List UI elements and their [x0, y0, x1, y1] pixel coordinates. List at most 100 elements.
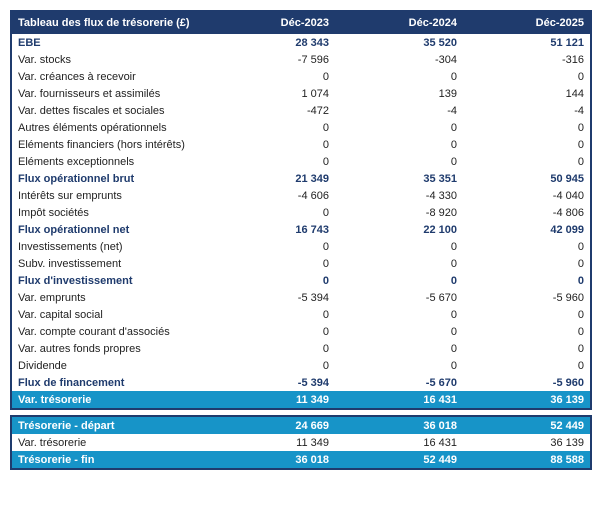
row-value: -5 960 [552, 291, 584, 304]
table-row: Flux opérationnel net 16 743 22 100 42 099 [11, 221, 591, 238]
row-value: 35 351 [423, 172, 457, 185]
row-value: -4 [447, 104, 457, 117]
row-value: 0 [450, 342, 457, 355]
row-label: Subv. investissement [18, 257, 122, 270]
row-value: 0 [577, 257, 584, 270]
row-value: 0 [322, 155, 329, 168]
row-label: Var. compte courant d'associés [18, 325, 170, 338]
table-row: Var. compte courant d'associés 0 0 0 [11, 323, 591, 340]
row-value: 50 945 [550, 172, 584, 185]
table-row: Subv. investissement 0 0 0 [11, 255, 591, 272]
row-label: Flux opérationnel brut [18, 172, 135, 185]
row-label: Flux opérationnel net [18, 223, 130, 236]
row-value: 42 099 [550, 223, 584, 236]
row-value: 16 743 [295, 223, 329, 236]
row-value: -5 960 [552, 376, 584, 389]
row-value: 21 349 [295, 172, 329, 185]
row-value: 88 588 [463, 451, 591, 469]
row-value: -5 670 [425, 376, 457, 389]
column-header-dec-2024: Déc-2024 [335, 11, 463, 34]
table-row: Var. emprunts -5 394 -5 670 -5 960 [11, 289, 591, 306]
table-row: Flux opérationnel brut 21 349 35 351 50 945 [11, 170, 591, 187]
table-title: Tableau des flux de trésorerie (£) [11, 11, 207, 34]
row-value: 11 349 [207, 391, 335, 409]
row-label: Investissements (net) [18, 240, 123, 253]
row-value: 0 [322, 325, 329, 338]
table-row: Var. dettes fiscales et sociales -472 -4 -4 [11, 102, 591, 119]
row-value: 0 [450, 240, 457, 253]
table-row: Var. trésorerie 11 349 16 431 36 139 [11, 391, 591, 409]
row-value: 51 121 [550, 36, 584, 49]
row-value: 28 343 [295, 36, 329, 49]
row-value: -5 394 [297, 376, 329, 389]
row-value: 0 [577, 155, 584, 168]
table-row: Var. capital social 0 0 0 [11, 306, 591, 323]
row-value: 0 [577, 138, 584, 151]
table-row: Flux d'investissement 0 0 0 [11, 272, 591, 289]
row-value: 0 [577, 70, 584, 83]
row-value: -5 670 [425, 291, 457, 304]
row-value: 52 449 [463, 416, 591, 434]
column-header-dec-2025: Déc-2025 [463, 11, 591, 34]
table-row: Eléments exceptionnels 0 0 0 [11, 153, 591, 170]
row-label: Var. dettes fiscales et sociales [18, 104, 165, 117]
row-value: 0 [322, 274, 329, 287]
table-row: Intérêts sur emprunts -4 606 -4 330 -4 040 [11, 187, 591, 204]
row-value: 0 [450, 138, 457, 151]
row-value: -4 330 [425, 189, 457, 202]
row-value: 0 [322, 308, 329, 321]
row-label: Var. trésorerie [18, 436, 87, 449]
table-row: Var. fournisseurs et assimilés 1 074 139 14… [11, 85, 591, 102]
row-label: Flux d'investissement [18, 274, 133, 287]
row-label: Var. emprunts [18, 291, 86, 304]
row-value: -7 596 [297, 53, 329, 66]
row-value: -4 606 [297, 189, 329, 202]
table-row: EBE 28 343 35 520 51 121 [11, 34, 591, 51]
column-header-dec-2023: Déc-2023 [207, 11, 335, 34]
row-label: Flux de financement [18, 376, 125, 389]
table-row: Trésorerie - fin 36 018 52 449 88 588 [11, 451, 591, 469]
row-value: -316 [561, 53, 584, 66]
row-label: Var. trésorerie [11, 391, 207, 409]
row-value: 0 [450, 257, 457, 270]
row-label: Dividende [18, 359, 67, 372]
row-value: -8 920 [425, 206, 457, 219]
row-label: Var. fournisseurs et assimilés [18, 87, 161, 100]
row-value: 0 [450, 308, 457, 321]
row-label: Var. autres fonds propres [18, 342, 141, 355]
table-row: Var. créances à recevoir 0 0 0 [11, 68, 591, 85]
row-label: Trésorerie - départ [11, 416, 207, 434]
table-row: Var. autres fonds propres 0 0 0 [11, 340, 591, 357]
row-value: 36 139 [550, 436, 584, 449]
row-value: 0 [322, 70, 329, 83]
row-value: 35 520 [423, 36, 457, 49]
treasury-summary-table: Trésorerie - départ 24 669 36 018 52 449 Var… [10, 415, 592, 470]
row-value: 0 [577, 308, 584, 321]
row-value: 52 449 [335, 451, 463, 469]
row-value: -472 [306, 104, 329, 117]
row-value: 0 [322, 257, 329, 270]
row-label: Var. capital social [18, 308, 103, 321]
table-row: Dividende 0 0 0 [11, 357, 591, 374]
row-value: 0 [577, 325, 584, 338]
row-value: 36 018 [207, 451, 335, 469]
row-value: 0 [577, 274, 584, 287]
row-value: 0 [450, 274, 457, 287]
row-value: -4 806 [552, 206, 584, 219]
header-row: Tableau des flux de trésorerie (£) Déc-2… [11, 11, 591, 34]
row-value: 0 [577, 121, 584, 134]
row-label: Var. stocks [18, 53, 71, 66]
row-value: 0 [322, 206, 329, 219]
row-value: 1 074 [301, 87, 329, 100]
table-row: Var. trésorerie 11 349 16 431 36 139 [11, 434, 591, 451]
row-value: 36 018 [335, 416, 463, 434]
row-value: 0 [577, 359, 584, 372]
row-value: 0 [450, 70, 457, 83]
row-label: EBE [18, 36, 41, 49]
table-row: Flux de financement -5 394 -5 670 -5 960 [11, 374, 591, 391]
row-value: 11 349 [296, 436, 329, 449]
row-value: 0 [450, 121, 457, 134]
row-value: 0 [322, 138, 329, 151]
row-value: 0 [577, 342, 584, 355]
row-value: 0 [450, 359, 457, 372]
